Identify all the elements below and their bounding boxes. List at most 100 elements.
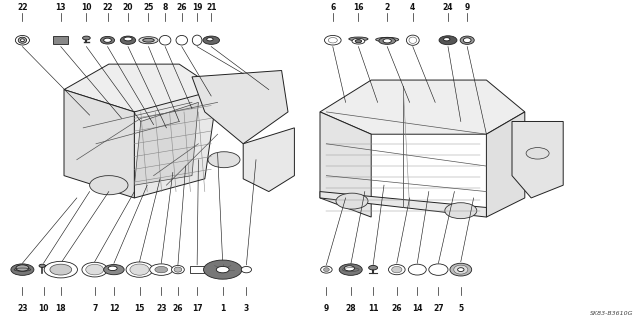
Ellipse shape [139,37,158,44]
Ellipse shape [241,266,252,273]
Ellipse shape [100,36,115,44]
Text: 23: 23 [156,304,166,313]
Circle shape [207,38,213,41]
Text: 1: 1 [220,304,225,313]
Ellipse shape [176,35,188,45]
Bar [190,266,204,273]
Ellipse shape [379,37,396,44]
Circle shape [16,265,29,271]
Text: 17: 17 [192,304,202,313]
Text: 26: 26 [173,304,183,313]
Polygon shape [243,128,294,192]
Bar [53,36,68,44]
Ellipse shape [192,35,202,45]
Text: 14: 14 [412,304,422,313]
Ellipse shape [392,266,402,273]
Polygon shape [192,70,288,144]
Circle shape [445,203,477,219]
Circle shape [11,264,34,275]
Circle shape [155,266,168,273]
Circle shape [369,265,378,270]
Text: 22: 22 [17,3,28,11]
Ellipse shape [159,35,171,45]
Text: 13: 13 [56,3,66,11]
Text: 4: 4 [410,3,415,11]
Polygon shape [320,192,486,217]
Text: 20: 20 [123,3,133,11]
Ellipse shape [429,264,448,275]
Text: 22: 22 [102,3,113,11]
Text: 24: 24 [443,3,453,11]
Ellipse shape [174,267,182,272]
Polygon shape [134,90,218,198]
Circle shape [108,266,117,271]
Ellipse shape [463,38,471,43]
Ellipse shape [104,38,111,42]
Text: 28: 28 [346,304,356,313]
Circle shape [439,36,457,45]
Circle shape [50,264,72,275]
Text: 2: 2 [385,3,390,11]
Text: 9: 9 [465,3,470,11]
Circle shape [104,264,124,275]
Ellipse shape [321,266,332,273]
Circle shape [216,266,229,273]
Ellipse shape [19,37,27,43]
Polygon shape [64,90,134,198]
Ellipse shape [82,262,108,277]
Text: 19: 19 [192,3,202,11]
Ellipse shape [376,37,399,42]
Circle shape [90,176,128,195]
Polygon shape [64,64,218,112]
Ellipse shape [15,35,29,45]
Polygon shape [320,80,525,134]
Circle shape [204,260,242,279]
Text: 12: 12 [109,304,119,313]
Circle shape [44,261,77,278]
Text: 26: 26 [392,304,402,313]
Ellipse shape [124,37,132,41]
Text: 15: 15 [134,304,145,313]
Polygon shape [320,112,371,217]
Ellipse shape [460,36,474,44]
Ellipse shape [20,39,24,42]
Text: 23: 23 [17,304,28,313]
Ellipse shape [458,268,464,271]
Text: 10: 10 [81,3,92,11]
Circle shape [336,193,368,209]
Ellipse shape [349,37,368,41]
Ellipse shape [120,36,136,44]
Ellipse shape [328,38,337,43]
Text: 11: 11 [368,304,378,313]
Ellipse shape [355,40,362,43]
Circle shape [208,152,240,168]
Text: 21: 21 [206,3,216,11]
Ellipse shape [450,263,472,276]
Ellipse shape [324,35,341,45]
Ellipse shape [383,39,392,43]
Ellipse shape [352,38,365,44]
Text: 27: 27 [433,304,444,313]
Circle shape [444,38,450,41]
Polygon shape [486,112,525,217]
Text: 10: 10 [38,304,49,313]
Text: SK83-B3610G: SK83-B3610G [590,311,634,316]
Circle shape [344,266,355,271]
Ellipse shape [388,264,405,275]
Polygon shape [512,122,563,198]
Text: 8: 8 [163,3,168,11]
Circle shape [150,264,173,275]
Text: 25: 25 [143,3,154,11]
Circle shape [526,148,549,159]
Ellipse shape [454,265,468,274]
Ellipse shape [130,264,149,275]
Circle shape [83,36,90,40]
Text: 3: 3 [244,304,249,313]
Ellipse shape [406,35,419,45]
Ellipse shape [409,37,417,43]
Text: 18: 18 [56,304,66,313]
Ellipse shape [408,264,426,275]
Circle shape [39,264,45,267]
Text: 9: 9 [324,304,329,313]
Ellipse shape [172,265,184,274]
